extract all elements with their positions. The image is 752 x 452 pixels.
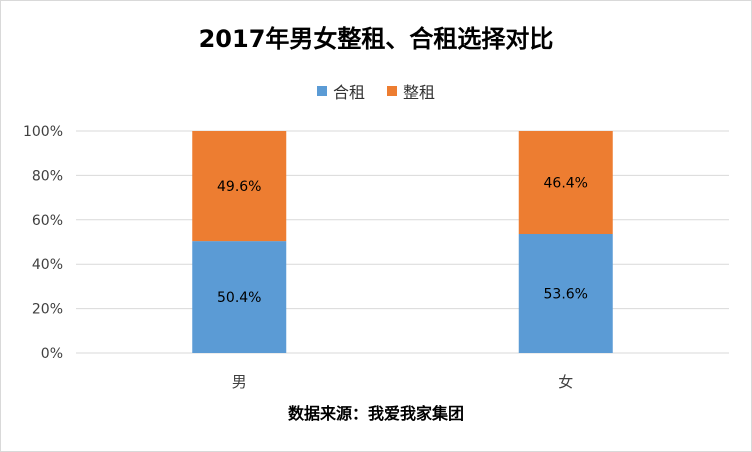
chart-legend: 合租 整租 (1, 79, 751, 103)
legend-label-zhengzu: 整租 (403, 83, 436, 102)
y-tick-label-40: 40% (32, 257, 63, 273)
x-axis-title: 数据来源：我爱我家集团 (287, 404, 464, 423)
legend-item-hezu[interactable]: 合租 (316, 79, 365, 103)
bar-hezu-1[interactable] (518, 234, 613, 353)
x-tick-label-1: 女 (558, 373, 573, 391)
y-tick-label-0: 0% (41, 346, 63, 362)
bar-zhengzu-0[interactable] (192, 131, 287, 242)
legend-swatch-hezu (316, 86, 327, 96)
data-label-zhengzu-0: 49.6% (217, 179, 261, 195)
data-label-zhengzu-1: 46.4% (544, 176, 588, 192)
y-tick-label-20: 20% (32, 302, 63, 318)
y-tick-label-60: 60% (32, 213, 63, 229)
y-tick-label-100: 100% (23, 124, 63, 140)
bar-hezu-0[interactable] (192, 241, 287, 353)
legend-item-zhengzu[interactable]: 整租 (387, 79, 435, 103)
data-label-hezu-1: 53.6% (544, 287, 588, 303)
legend-swatch-zhengzu (387, 86, 397, 96)
legend-label-hezu: 合租 (332, 83, 365, 102)
bar-zhengzu-1[interactable] (518, 131, 613, 235)
x-tick-label-0: 男 (232, 373, 247, 391)
data-label-hezu-0: 50.4% (217, 290, 261, 306)
chart-title: 2017年男女整租、合租选择对比 (198, 25, 554, 53)
y-tick-label-80: 80% (32, 168, 63, 184)
